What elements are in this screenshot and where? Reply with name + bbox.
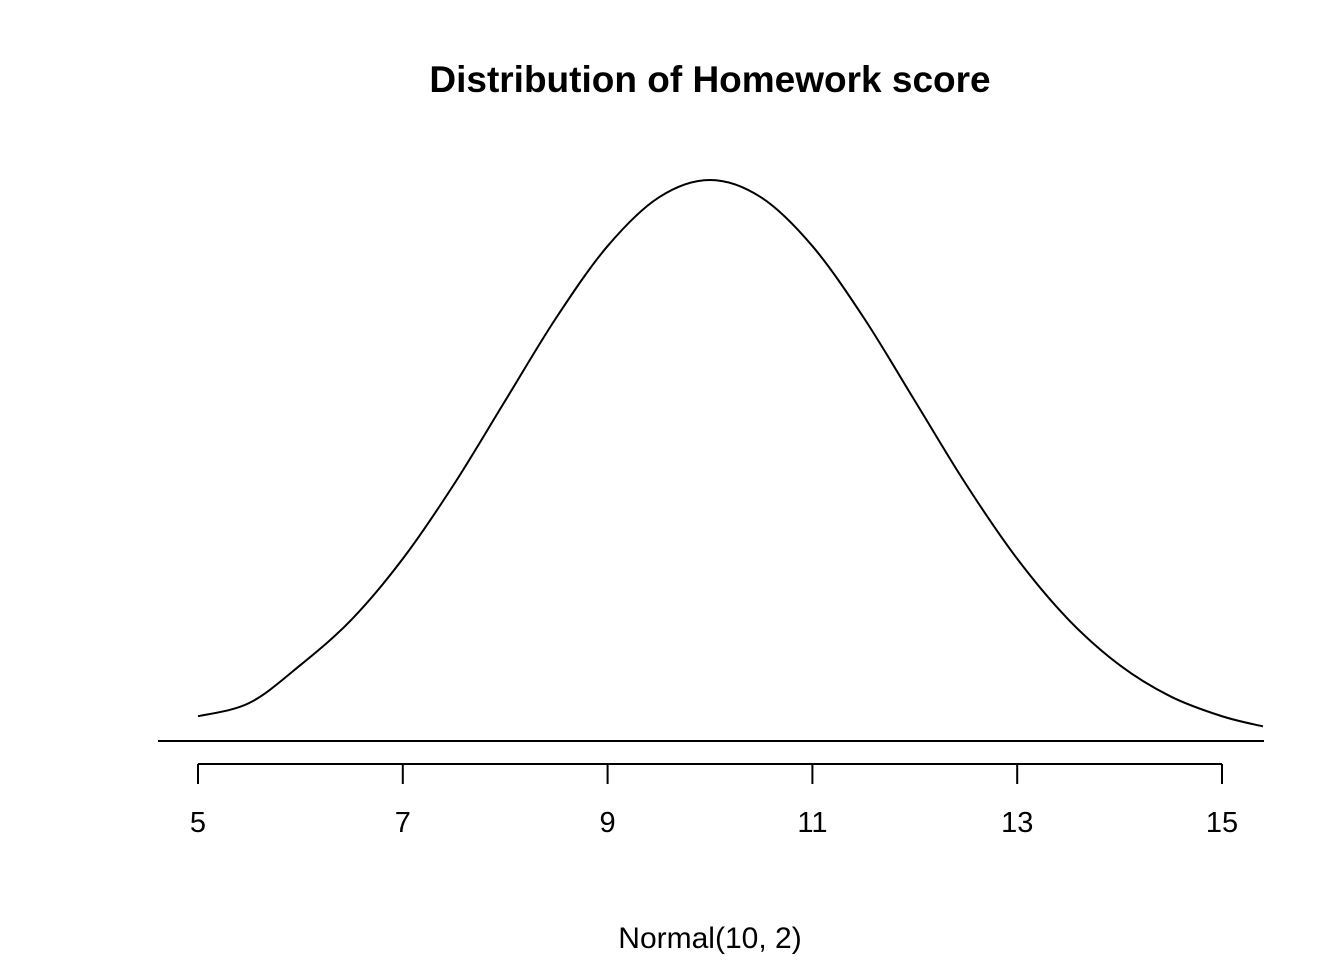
density-curve <box>197 178 1264 728</box>
x-tick-label: 15 <box>1206 807 1238 839</box>
chart-title: Distribution of Homework score <box>429 59 990 100</box>
x-tick-label: 13 <box>1001 807 1033 839</box>
x-tick-label: 9 <box>600 807 616 839</box>
x-tick-label: 5 <box>190 807 206 839</box>
plot-area: 5 7 9 11 13 15 <box>158 178 1264 839</box>
x-axis-label: Normal(10, 2) <box>618 922 801 955</box>
x-tick-label: 11 <box>797 807 827 839</box>
x-tick-label: 7 <box>395 807 411 839</box>
